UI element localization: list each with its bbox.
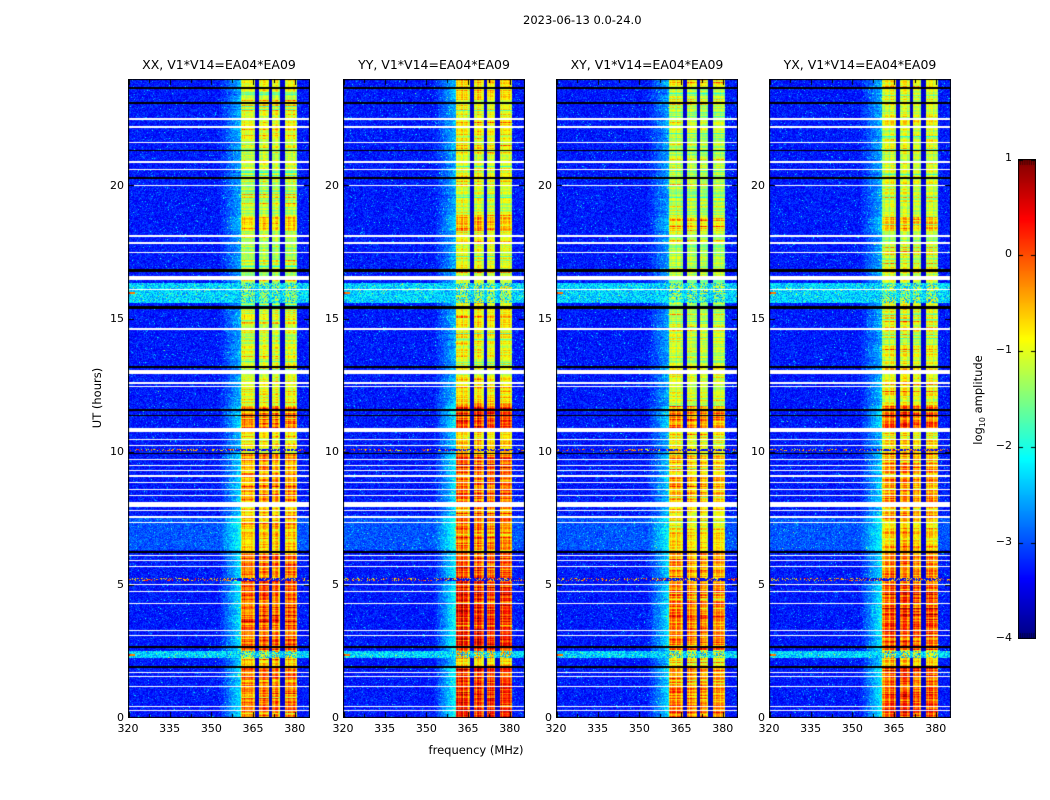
- x-tick-label: 365: [457, 722, 479, 735]
- y-tick-label: 0: [545, 711, 552, 724]
- x-tick-label: 380: [499, 722, 521, 735]
- y-tick-label: 5: [758, 577, 765, 591]
- x-tick-label: 365: [670, 722, 692, 735]
- x-tick-label: 335: [374, 722, 396, 735]
- spectrogram-panel-yy: [343, 79, 525, 718]
- y-tick-label: 5: [117, 577, 124, 591]
- spectrogram-panel-yx: [769, 79, 951, 718]
- panel-title-xx: XX, V1*V14=EA04*EA09: [142, 57, 296, 72]
- y-tick-label: 15: [751, 311, 765, 325]
- y-axis-label: UT (hours): [90, 367, 104, 429]
- x-tick-label: 320: [117, 722, 139, 735]
- y-tick-label: 0: [758, 711, 765, 724]
- panel-title-xy: XY, V1*V14=EA04*EA09: [570, 57, 724, 72]
- colorbar-tick-label: −1: [995, 343, 1012, 356]
- y-tick-label: 10: [325, 444, 339, 458]
- y-tick-label: 20: [110, 178, 124, 192]
- y-tick-label: 5: [332, 577, 339, 591]
- x-tick-label: 320: [332, 722, 354, 735]
- x-tick-label: 350: [200, 722, 222, 735]
- x-tick-label: 380: [284, 722, 306, 735]
- y-tick-label: 10: [538, 444, 552, 458]
- y-tick-label: 15: [538, 311, 552, 325]
- colorbar-label-sub: 10: [978, 417, 988, 428]
- figure-suptitle: 2023-06-13 0.0-24.0: [523, 13, 642, 27]
- y-tick-label: 20: [325, 178, 339, 192]
- colorbar-tick-label: 1: [1005, 151, 1012, 164]
- x-tick-label: 380: [712, 722, 734, 735]
- y-tick-label: 10: [110, 444, 124, 458]
- y-tick-label: 5: [545, 577, 552, 591]
- x-tick-label: 335: [800, 722, 822, 735]
- x-tick-label: 350: [841, 722, 863, 735]
- x-tick-label: 365: [242, 722, 264, 735]
- x-tick-label: 320: [758, 722, 780, 735]
- x-tick-label: 335: [159, 722, 181, 735]
- x-tick-label: 350: [415, 722, 437, 735]
- colorbar-tick-label: −3: [995, 535, 1012, 548]
- colorbar-label: log10 amplitude: [971, 355, 987, 445]
- y-tick-label: 20: [538, 178, 552, 192]
- colorbar-label-amplitude: amplitude: [970, 355, 985, 418]
- colorbar-label-log: log: [970, 427, 985, 445]
- y-tick-label: 10: [751, 444, 765, 458]
- y-tick-label: 20: [751, 178, 765, 192]
- panel-title-yy: YY, V1*V14=EA04*EA09: [358, 57, 510, 72]
- x-tick-label: 335: [587, 722, 609, 735]
- y-tick-label: 15: [325, 311, 339, 325]
- colorbar-gradient: [1018, 159, 1036, 639]
- panel-title-yx: YX, V1*V14=EA04*EA09: [783, 57, 937, 72]
- colorbar-tick-label: 0: [1005, 247, 1012, 260]
- x-tick-label: 365: [883, 722, 905, 735]
- x-axis-label: frequency (MHz): [428, 743, 524, 757]
- x-tick-label: 320: [545, 722, 567, 735]
- spectrogram-panel-xy: [556, 79, 738, 718]
- y-tick-label: 15: [110, 311, 124, 325]
- x-tick-label: 350: [628, 722, 650, 735]
- y-tick-label: 0: [332, 711, 339, 724]
- x-tick-label: 380: [925, 722, 947, 735]
- colorbar-tick-label: −2: [995, 439, 1012, 452]
- spectrogram-panel-xx: [128, 79, 310, 718]
- y-tick-label: 0: [117, 711, 124, 724]
- colorbar-tick-label: −4: [995, 631, 1012, 644]
